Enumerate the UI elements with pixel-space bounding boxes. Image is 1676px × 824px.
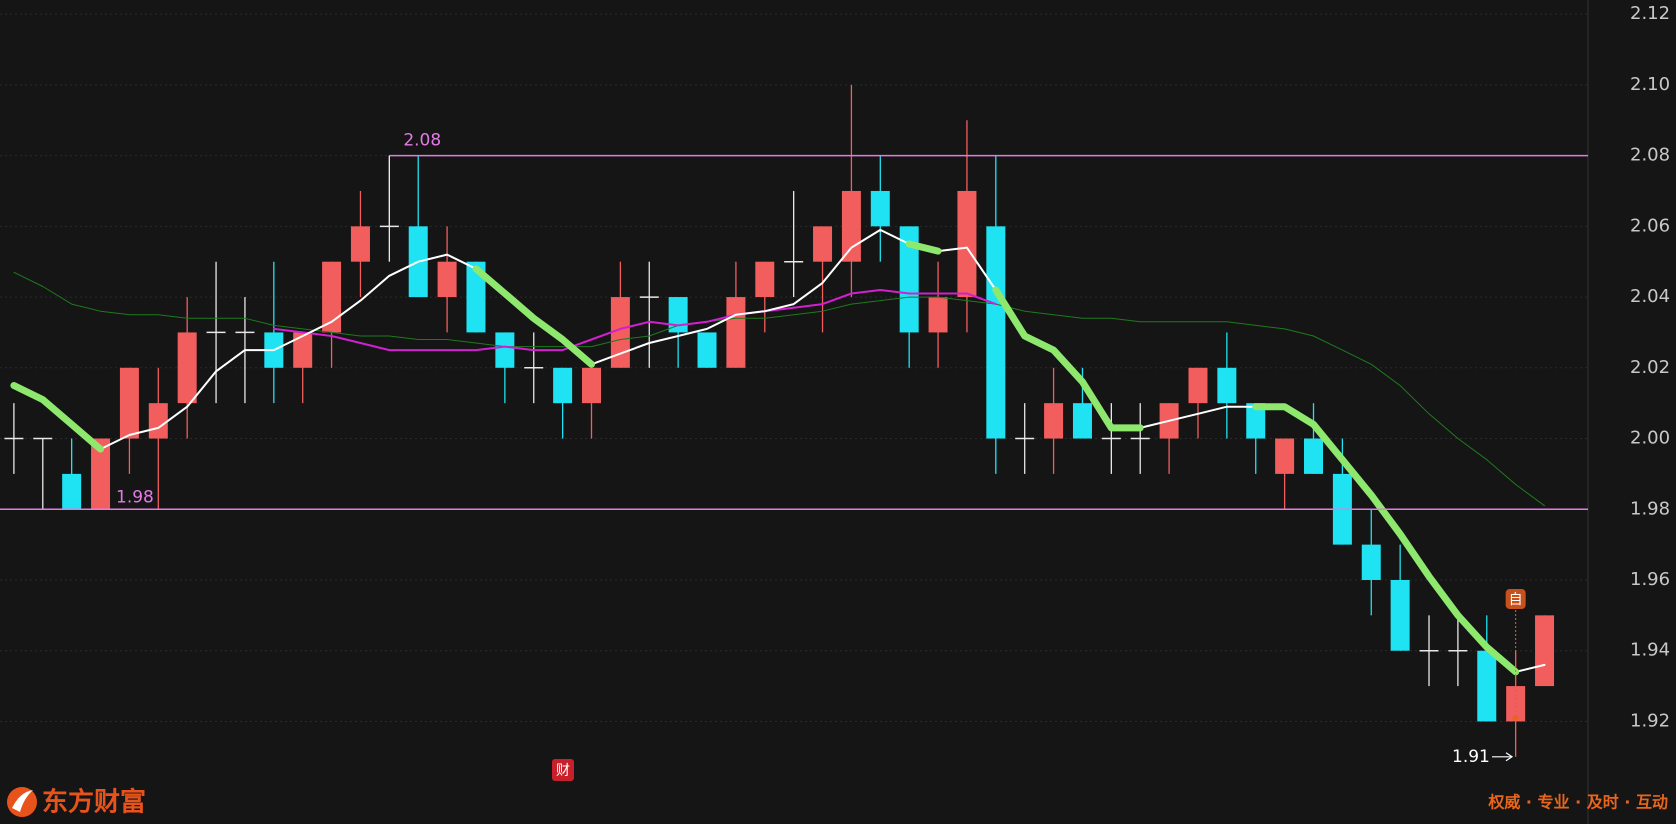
indicator-line [472, 265, 595, 368]
candle-body [899, 226, 919, 333]
y-tick-label: 1.96 [1630, 569, 1670, 590]
candle-body [813, 226, 833, 262]
candle-body [91, 438, 111, 510]
y-tick-label: 2.08 [1630, 145, 1670, 166]
candle-body [1304, 438, 1323, 474]
candle-body [1535, 615, 1555, 687]
low-arrowhead [1505, 752, 1514, 762]
candle-body [1188, 367, 1208, 404]
candle-body [62, 473, 82, 510]
candle-body [1217, 367, 1237, 404]
y-tick-label: 2.06 [1630, 215, 1670, 236]
candle-body [1477, 650, 1497, 722]
grid: 1.92 1.94 1.96 1.98 2.00 2.02 2.04 2.06 2.08 2.10… [0, 3, 1670, 731]
candle-body [928, 297, 948, 333]
low-label: 1.91 [1452, 747, 1490, 767]
candle-body [697, 332, 717, 368]
y-tick-label: 2.10 [1630, 74, 1670, 95]
candle-body [119, 367, 139, 439]
candle-body [495, 332, 515, 368]
finance-badge [552, 759, 574, 781]
level-label: 1.98 [116, 487, 154, 507]
candle-body [1246, 403, 1266, 439]
indicator-line [10, 382, 104, 453]
candle-body [1275, 438, 1295, 474]
indicator-line [272, 289, 997, 352]
y-tick-label: 1.94 [1630, 640, 1670, 661]
y-tick-label: 1.92 [1630, 710, 1670, 731]
indicator-line [1252, 403, 1520, 676]
candle-body [293, 332, 313, 368]
indicator-line [992, 286, 1144, 432]
candle-body [1390, 579, 1410, 651]
candle-body [755, 261, 775, 298]
candle-body [1361, 544, 1381, 580]
candle-body [582, 367, 601, 404]
candle-body [668, 297, 688, 333]
candle-body [957, 190, 977, 298]
logo-swoosh [12, 790, 33, 812]
overlay: 2.08 1.98 1.91 自财 [0, 131, 1588, 781]
y-tick-label: 2.00 [1630, 428, 1670, 449]
y-tick-label: 2.02 [1630, 357, 1670, 378]
y-tick-label: 2.04 [1630, 286, 1670, 307]
candle-body [870, 190, 890, 227]
candle-body [466, 261, 486, 333]
candle-body [553, 367, 573, 404]
candle-body [322, 261, 342, 333]
indicator-line [13, 271, 1545, 507]
candle-body [610, 297, 630, 368]
candle-body [1072, 403, 1092, 439]
candle-body [148, 403, 168, 439]
indicator-lines [10, 228, 1546, 676]
candle-body [350, 226, 370, 262]
self-badge-text: 自 [1509, 592, 1523, 608]
slogan: 权威 · 专业 · 及时 · 互动 [1487, 793, 1668, 812]
candle-body [1044, 403, 1064, 439]
finance-badge-text: 财 [556, 763, 570, 779]
candle-body [437, 261, 457, 298]
y-tick-label: 1.98 [1630, 498, 1670, 519]
self-dot [1512, 715, 1519, 721]
candle-body [986, 226, 1006, 439]
candle-body [841, 190, 861, 262]
logo: 东方财富 [7, 787, 146, 818]
candle-body [177, 332, 197, 404]
candles [4, 84, 1555, 757]
level-label: 2.08 [403, 131, 441, 151]
logo-text: 东方财富 [42, 787, 146, 818]
candle-body [726, 297, 746, 368]
self-badge [1505, 589, 1526, 609]
y-tick-label: 2.12 [1630, 3, 1670, 24]
indicator-line [905, 240, 942, 255]
